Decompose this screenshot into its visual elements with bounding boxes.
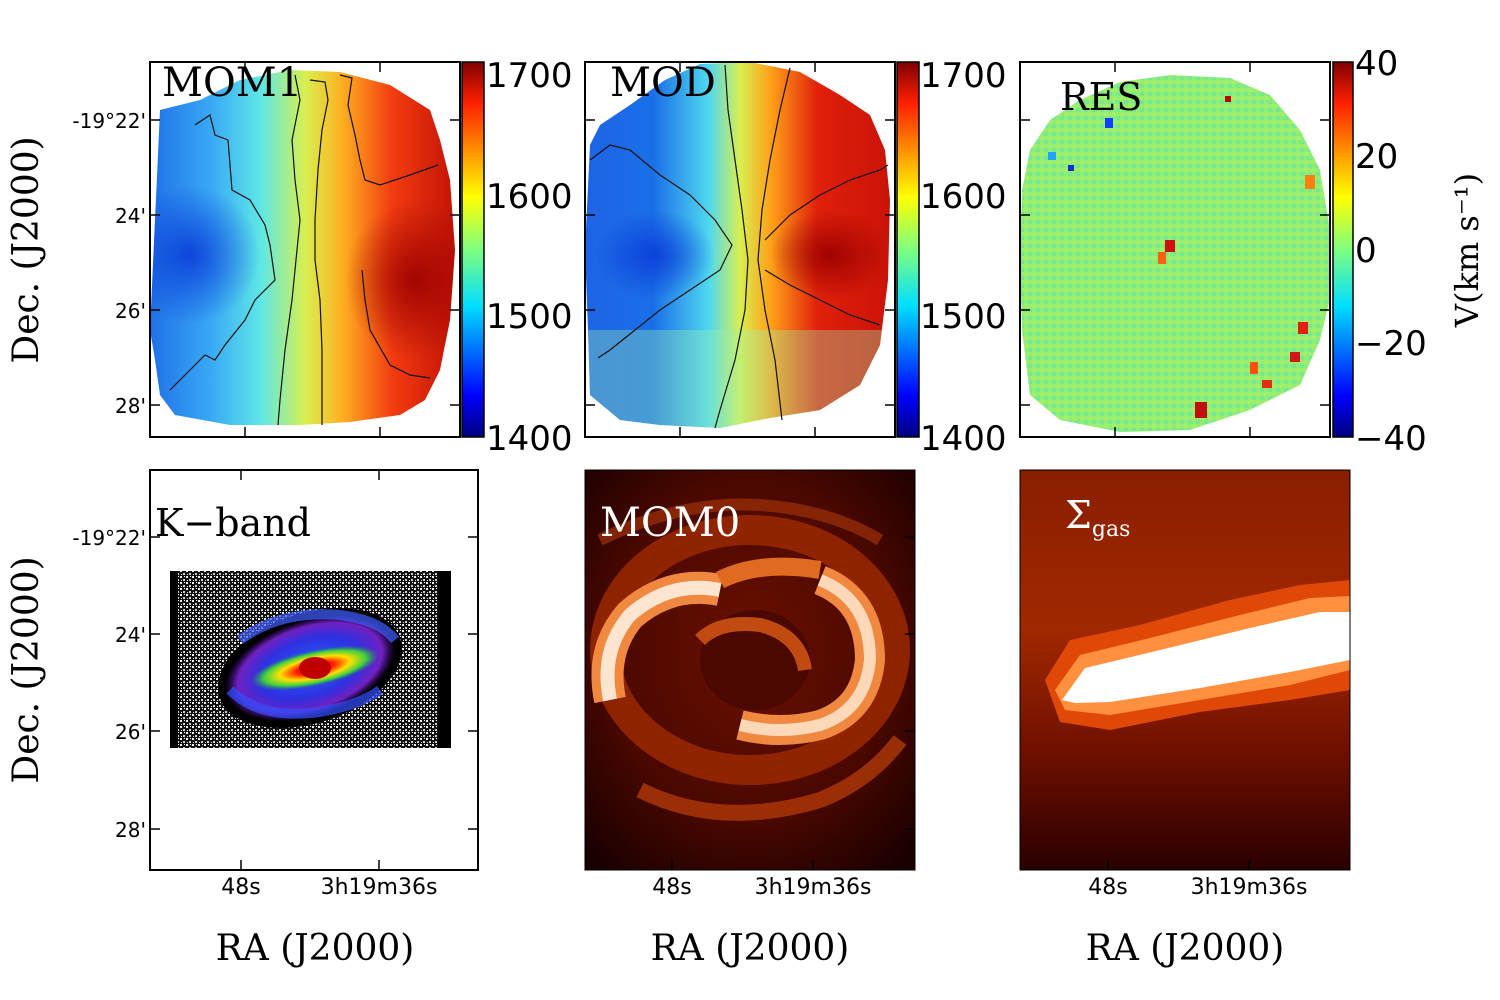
kband-axes-frame bbox=[149, 469, 479, 871]
mom0-xtick-label: 48s bbox=[652, 875, 691, 900]
mod-axes-frame bbox=[584, 61, 896, 438]
mod-title: MOD bbox=[610, 60, 716, 106]
kband-ytick-labels: -19°22' 24' 26' 28' bbox=[72, 526, 146, 842]
sigma-gas-xtick-labels: 48s 3h19m36s bbox=[1088, 875, 1307, 900]
mom0-ring bbox=[590, 498, 910, 821]
kband-ytick-label: 24' bbox=[115, 623, 146, 647]
mom0-axes-frame bbox=[584, 469, 916, 871]
mom1-colorbar-label: 1400 bbox=[486, 419, 573, 459]
kband-ytick-label: 26' bbox=[115, 720, 146, 744]
mom0-ticks bbox=[671, 536, 915, 870]
sigma-gas-bar bbox=[1045, 580, 1350, 730]
kband-xtick-label: 48s bbox=[221, 875, 260, 900]
mod-colorbar-label: 1500 bbox=[920, 297, 1007, 337]
mom1-colorbar-label: 1500 bbox=[486, 297, 573, 337]
sigma-gas-title-subscript: gas bbox=[1092, 517, 1131, 542]
sigma-gas-xtick-label: 3h19m36s bbox=[1191, 875, 1308, 900]
res-colorbar-label: 0 bbox=[1355, 231, 1377, 271]
kband-ylabel: Dec. (J2000) bbox=[6, 556, 47, 783]
res-title: RES bbox=[1060, 75, 1142, 119]
kband-xtick-labels: 48s 3h19m36s bbox=[221, 875, 437, 900]
res-colorbar-label: −40 bbox=[1355, 419, 1427, 459]
kband-ytick-label: -19°22' bbox=[72, 526, 146, 550]
kband-galaxy bbox=[218, 608, 402, 728]
res-axes-frame bbox=[1019, 61, 1331, 438]
mom0-xtick-label: 3h19m36s bbox=[755, 875, 872, 900]
panel-sigma-gas: Σgas 48s 3h19m36s RA (J2000) bbox=[1019, 469, 1351, 969]
mom1-colorbar bbox=[461, 61, 485, 438]
sigma-gas-axes-frame bbox=[1019, 469, 1351, 871]
res-colorbar-label: 40 bbox=[1355, 44, 1398, 84]
kband-ticks bbox=[150, 470, 478, 870]
mom1-ytick-label: -19°22' bbox=[72, 109, 146, 133]
mom0-xtick-labels: 48s 3h19m36s bbox=[652, 875, 871, 900]
mom1-ylabel: Dec. (J2000) bbox=[6, 136, 47, 363]
mod-colorbar bbox=[896, 61, 920, 438]
panel-mod: MOD 1700 1600 1500 1400 bbox=[584, 56, 1007, 459]
mom1-colorbar-labels: 1700 1600 1500 1400 bbox=[486, 56, 573, 459]
kband-ytick-label: 28' bbox=[115, 818, 146, 842]
mom1-colorbar-label: 1700 bbox=[486, 56, 573, 96]
sigma-gas-xtick-label: 48s bbox=[1088, 875, 1127, 900]
kband-xtick-label: 3h19m36s bbox=[321, 875, 438, 900]
mom1-ticks bbox=[150, 62, 460, 437]
res-colorbar-label: 20 bbox=[1355, 137, 1398, 177]
sigma-gas-ticks bbox=[1107, 860, 1250, 870]
mom0-xlabel: RA (J2000) bbox=[651, 928, 850, 969]
mom1-contours bbox=[169, 74, 439, 426]
mom1-axes-frame bbox=[149, 61, 461, 438]
mom1-ytick-label: 24' bbox=[115, 204, 146, 228]
res-colorbar bbox=[1332, 61, 1354, 438]
mom1-ytick-labels: -19°22' 24' 26' 28' bbox=[72, 109, 146, 418]
panel-res: RES 40 20 0 −20 −40 V(km s⁻¹) bbox=[1019, 44, 1486, 459]
kband-title: K−band bbox=[155, 501, 311, 545]
kband-xlabel: RA (J2000) bbox=[216, 928, 415, 969]
sigma-gas-xlabel: RA (J2000) bbox=[1086, 928, 1285, 969]
res-ticks bbox=[1020, 62, 1330, 437]
panel-mom1: MOM1 -19°22' 24' 26' 28' Dec. (J2000) 17… bbox=[6, 56, 573, 459]
mom1-colorbar-label: 1600 bbox=[486, 177, 573, 217]
res-colorbar-labels: 40 20 0 −20 −40 bbox=[1355, 44, 1427, 459]
mod-colorbar-label: 1400 bbox=[920, 419, 1007, 459]
sigma-gas-title-symbol: Σ bbox=[1065, 493, 1092, 537]
mom1-ytick-label: 26' bbox=[115, 299, 146, 323]
res-colorbar-title: V(km s⁻¹) bbox=[1448, 173, 1486, 328]
mom1-velocity-field bbox=[150, 70, 455, 425]
mod-contours bbox=[589, 64, 889, 429]
mod-colorbar-labels: 1700 1600 1500 1400 bbox=[920, 56, 1007, 459]
sigma-gas-title: Σgas bbox=[1065, 493, 1130, 542]
mod-colorbar-label: 1600 bbox=[920, 177, 1007, 217]
panel-kband: K−band -19°22' 24' 26' 28' 48s 3h19m36s … bbox=[6, 469, 479, 969]
mom1-ytick-label: 28' bbox=[115, 394, 146, 418]
panel-mom0: MOM0 48s 3h19m36s RA (J2000) bbox=[584, 469, 916, 969]
mod-ticks bbox=[585, 62, 895, 437]
mod-colorbar-label: 1700 bbox=[920, 56, 1007, 96]
mom1-title: MOM1 bbox=[162, 60, 302, 106]
res-residual-field bbox=[1020, 75, 1330, 432]
mod-velocity-field bbox=[585, 62, 890, 428]
mom0-title: MOM0 bbox=[600, 500, 740, 546]
res-colorbar-label: −20 bbox=[1355, 324, 1427, 364]
